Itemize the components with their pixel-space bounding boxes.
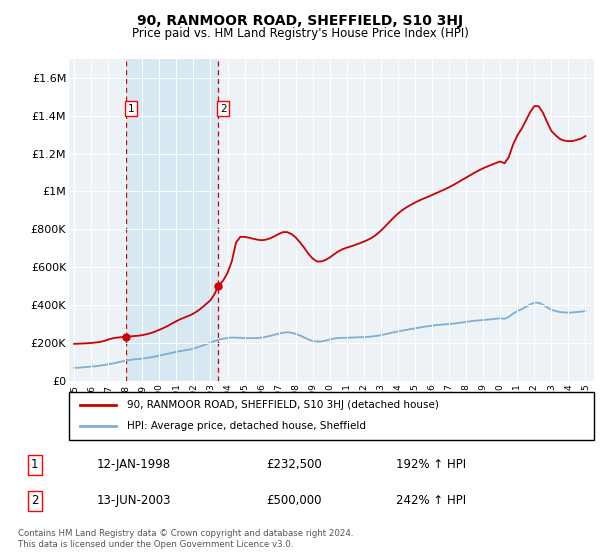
Text: 90, RANMOOR ROAD, SHEFFIELD, S10 3HJ (detached house): 90, RANMOOR ROAD, SHEFFIELD, S10 3HJ (de… [127, 400, 439, 410]
FancyBboxPatch shape [69, 392, 594, 440]
Text: 192% ↑ HPI: 192% ↑ HPI [396, 458, 466, 471]
Text: HPI: Average price, detached house, Sheffield: HPI: Average price, detached house, Shef… [127, 421, 366, 431]
Text: 242% ↑ HPI: 242% ↑ HPI [396, 494, 466, 507]
Text: Price paid vs. HM Land Registry's House Price Index (HPI): Price paid vs. HM Land Registry's House … [131, 27, 469, 40]
Text: 90, RANMOOR ROAD, SHEFFIELD, S10 3HJ: 90, RANMOOR ROAD, SHEFFIELD, S10 3HJ [137, 14, 463, 28]
Bar [126, 59, 218, 381]
Text: 2: 2 [31, 494, 38, 507]
Text: 13-JUN-2003: 13-JUN-2003 [97, 494, 172, 507]
Text: 2: 2 [220, 104, 227, 114]
Text: £500,000: £500,000 [266, 494, 322, 507]
Text: 1: 1 [128, 104, 134, 114]
Text: 1: 1 [31, 458, 38, 471]
Text: £232,500: £232,500 [266, 458, 322, 471]
Text: 12-JAN-1998: 12-JAN-1998 [97, 458, 171, 471]
Text: Contains HM Land Registry data © Crown copyright and database right 2024.
This d: Contains HM Land Registry data © Crown c… [18, 529, 353, 549]
